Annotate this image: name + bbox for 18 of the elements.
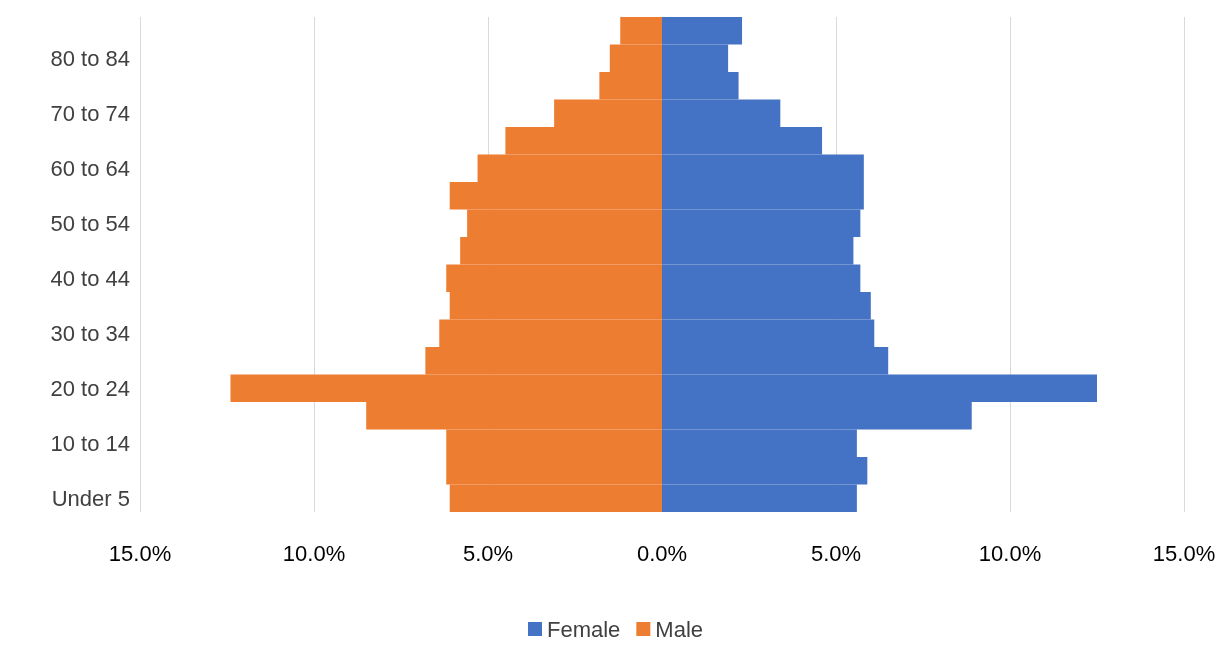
x-tick-label: 5.0% — [462, 540, 514, 566]
legend-label: Male — [655, 616, 704, 642]
x-tick-label: 0.0% — [636, 540, 688, 566]
y-tick-label: Under 5 — [51, 485, 130, 511]
x-tick-label: 10.0% — [978, 540, 1042, 566]
x-tick-label: 5.0% — [810, 540, 862, 566]
y-tick-label: 50 to 54 — [50, 210, 130, 236]
y-tick-label: 40 to 44 — [50, 265, 130, 291]
y-tick-label: 70 to 74 — [50, 100, 130, 126]
legend-label: Female — [546, 616, 621, 642]
y-tick-label: 80 to 84 — [50, 45, 130, 71]
y-tick-label: 60 to 64 — [50, 155, 130, 181]
x-tick-label: 15.0% — [1152, 540, 1216, 566]
x-tick-label: 15.0% — [108, 540, 172, 566]
y-tick-label: 20 to 24 — [50, 375, 130, 401]
y-tick-label: 10 to 14 — [50, 430, 130, 456]
x-tick-label: 10.0% — [282, 540, 346, 566]
y-tick-label: 30 to 34 — [50, 320, 130, 346]
